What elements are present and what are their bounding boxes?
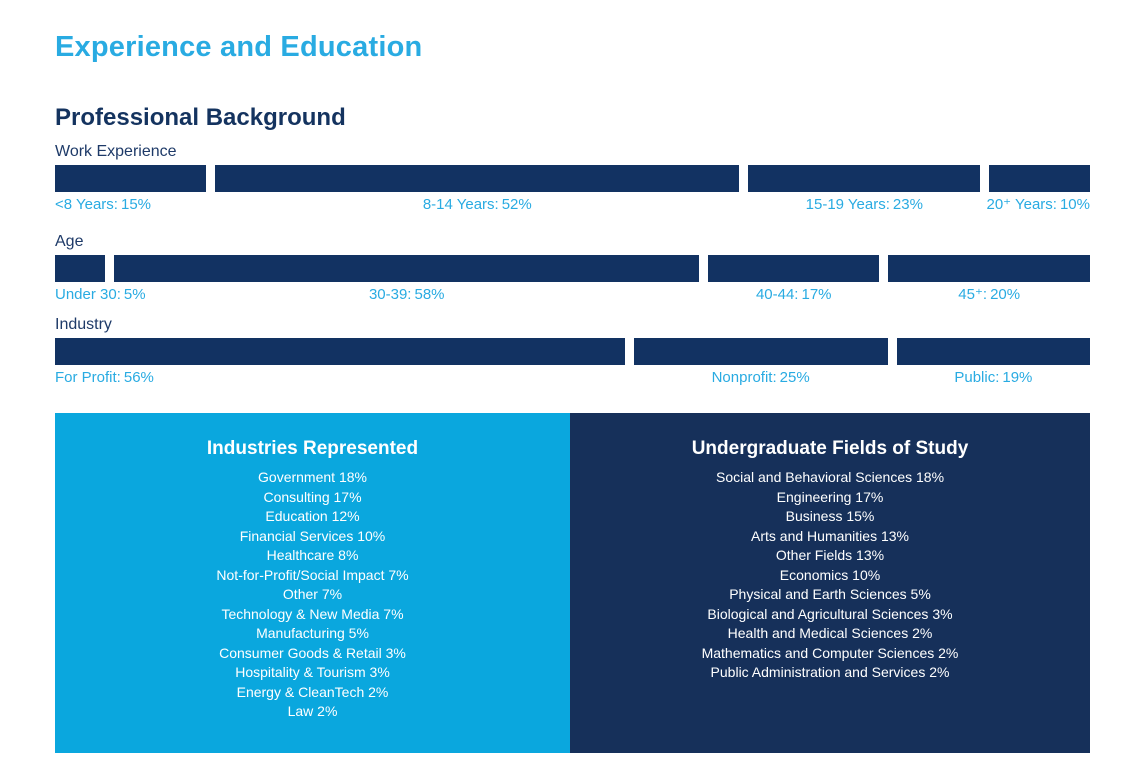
segment-label-8-14-years: 8-14 Years: 52% (215, 196, 739, 214)
industry-bar-track (55, 338, 1090, 365)
list-item: Other 7% (282, 586, 343, 602)
segment-pct: 17% (801, 286, 832, 303)
segment-label-under-30: Under 30: 5% (55, 286, 146, 304)
list-item: Public Administration and Services 2% (710, 664, 950, 680)
undergraduate-fields-title: Undergraduate Fields of Study (691, 438, 969, 459)
list-item: Healthcare 8% (266, 547, 359, 563)
segment-name: 45⁺: (958, 286, 988, 303)
list-item: Energy & CleanTech 2% (236, 683, 389, 700)
bar-segment-public (896, 338, 1090, 365)
segment-pct: 25% (779, 369, 810, 386)
segment-name: Under 30: (55, 286, 121, 303)
segment-pct: 10% (1059, 196, 1090, 213)
content-area: Experience and Education Professional Ba… (55, 30, 1090, 387)
list-item: Arts and Humanities 13% (751, 527, 909, 544)
industries-represented-list: Government 18% Consulting 17% Education … (55, 468, 570, 722)
industry-value-labels: For Profit: 56% Nonprofit: 25% Public: 19% (55, 369, 1090, 387)
industries-represented-panel: Industries Represented Government 18% Co… (55, 413, 570, 753)
bar-segment-15-19-years (748, 165, 981, 192)
segment-pct: 19% (1002, 369, 1033, 386)
list-item: Consulting 17% (263, 488, 362, 505)
segment-pct: 20% (990, 286, 1021, 303)
segment-label-30-39: 30-39: 58% (114, 286, 699, 304)
list-item: Social and Behavioral Sciences 18% (715, 469, 945, 485)
list-item: Economics 10% (779, 566, 881, 583)
list-item: Manufacturing 5% (256, 625, 369, 641)
bar-segment-nonprofit (633, 338, 888, 365)
work-experience-bar-track (55, 165, 1090, 192)
industry-row: Industry For Profit: 56% Nonprofit: 25% Pu… (55, 315, 1090, 387)
list-item: Law 2% (287, 703, 338, 719)
segment-name: 20⁺ Years: (986, 196, 1057, 213)
work-experience-row: Work Experience <8 Years: 15% 8-14 Years:… (55, 142, 1090, 214)
list-item: Engineering 17% (776, 488, 884, 505)
page-title: Experience and Education (55, 31, 423, 63)
bar-segment-30-39 (114, 255, 700, 282)
segment-name: For Profit: (55, 369, 121, 386)
bottom-panels: Industries Represented Government 18% Co… (55, 413, 1090, 753)
list-item: Physical and Earth Sciences 5% (729, 586, 931, 602)
bar-segment-for-profit (55, 338, 625, 365)
bar-segment-8-14-years (215, 165, 740, 192)
work-experience-value-labels: <8 Years: 15% 8-14 Years: 52% 15-19 Years:… (55, 196, 1090, 214)
segment-label-lt8-years: <8 Years: 15% (55, 196, 206, 214)
segment-name: 30-39: (368, 286, 412, 303)
bar-segment-40-44 (708, 255, 880, 282)
industries-represented-title: Industries Represented (206, 438, 419, 459)
list-item: Mathematics and Computer Sciences 2% (701, 644, 959, 661)
segment-label-45plus: 45⁺: 20% (888, 286, 1090, 304)
age-row: Age Under 30: 5% 30-39: 58% 40-44: 17% 45⁺: (55, 232, 1090, 304)
segment-pct: 5% (123, 286, 146, 303)
industry-label: Industry (55, 316, 112, 333)
list-item: Technology & New Media 7% (221, 605, 404, 622)
infographic-page: Experience and Education Professional Ba… (0, 30, 1138, 780)
list-item: Education 12% (265, 508, 360, 524)
age-label: Age (55, 233, 84, 250)
bar-segment-45plus (888, 255, 1090, 282)
undergraduate-fields-list: Social and Behavioral Sciences 18% Engin… (570, 468, 1090, 683)
list-item: Business 15% (785, 508, 875, 524)
list-item: Other Fields 13% (775, 547, 885, 563)
bar-segment-under-30 (55, 255, 106, 282)
segment-label-public: Public: 19% (897, 369, 1090, 387)
segment-label-40-44: 40-44: 17% (708, 286, 879, 304)
segment-pct: 58% (414, 286, 445, 303)
segment-pct: 23% (892, 196, 923, 213)
age-value-labels: Under 30: 5% 30-39: 58% 40-44: 17% 45⁺: 20% (55, 286, 1090, 304)
bar-segment-20plus-years (989, 165, 1090, 192)
age-bar-track (55, 255, 1090, 282)
segment-name: Public: (954, 369, 1000, 386)
segment-name: <8 Years: (55, 196, 118, 213)
undergraduate-fields-panel: Undergraduate Fields of Study Social and… (570, 413, 1090, 753)
list-item: Consumer Goods & Retail 3% (219, 644, 406, 661)
list-item: Hospitality & Tourism 3% (235, 664, 390, 680)
segment-name: 15-19 Years: (805, 196, 890, 213)
segment-name: 40-44: (755, 286, 799, 303)
list-item: Biological and Agricultural Sciences 3% (707, 605, 953, 622)
section-title: Professional Background (55, 104, 346, 131)
segment-label-15-19-years: 15-19 Years: 23% (748, 196, 980, 214)
segment-pct: 52% (501, 196, 532, 213)
list-item: Government 18% (258, 469, 367, 485)
list-item: Not-for-Profit/Social Impact 7% (216, 566, 409, 583)
segment-label-nonprofit: Nonprofit: 25% (634, 369, 888, 387)
list-item: Health and Medical Sciences 2% (727, 625, 933, 641)
bar-segment-lt8-years (55, 165, 207, 192)
segment-name: Nonprofit: (711, 369, 777, 386)
segment-label-20plus-years: 20⁺ Years: 10% (986, 196, 1090, 214)
segment-pct: 56% (123, 369, 154, 386)
work-experience-label: Work Experience (55, 143, 177, 160)
segment-pct: 15% (120, 196, 152, 213)
segment-label-for-profit: For Profit: 56% (55, 369, 625, 387)
segment-name: 8-14 Years: (422, 196, 499, 213)
list-item: Financial Services 10% (239, 527, 386, 544)
